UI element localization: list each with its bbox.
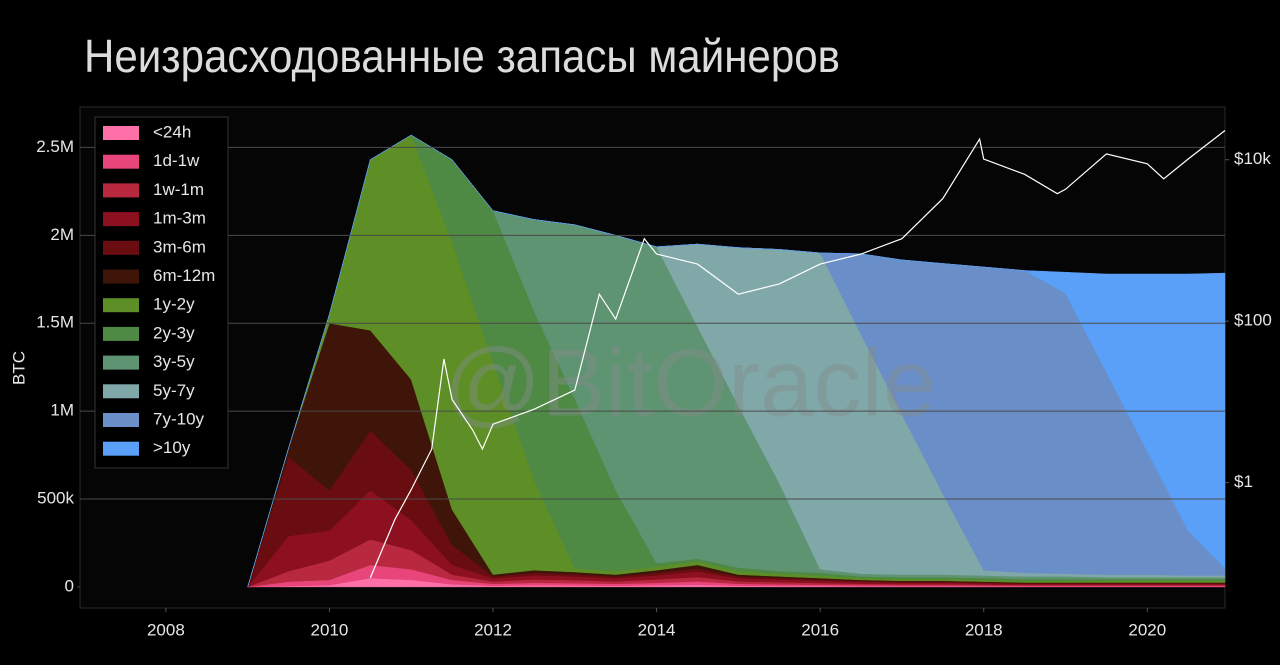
y-tick-label: 1M — [50, 401, 74, 420]
y2-tick-label: $10k — [1234, 149, 1271, 168]
legend-label: 1w-1m — [153, 180, 204, 199]
legend-label: 2y-3y — [153, 323, 195, 342]
legend-label: 3y-5y — [153, 352, 195, 371]
legend-swatch — [103, 441, 139, 456]
x-tick-label: 2008 — [147, 620, 185, 639]
chart-title: Неизрасходованные запасы майнеров — [84, 30, 840, 82]
legend-label: 3m-6m — [153, 237, 206, 256]
legend-swatch — [103, 326, 139, 341]
legend — [94, 116, 229, 469]
y-tick-label: 2.5M — [36, 137, 74, 156]
legend-label: 1d-1w — [153, 151, 200, 170]
legend-swatch — [103, 154, 139, 169]
x-tick-label: 2014 — [638, 620, 676, 639]
legend-label: 1y-2y — [153, 295, 195, 314]
legend-swatch — [103, 212, 139, 227]
legend-swatch — [103, 126, 139, 140]
legend-label: 7y-10y — [153, 409, 205, 428]
legend-label: >10y — [153, 438, 191, 457]
legend-swatch — [103, 269, 139, 284]
legend-swatch — [103, 355, 139, 370]
legend-label: <24h — [153, 122, 191, 141]
legend-swatch — [103, 413, 139, 427]
y2-tick-label: $100 — [1234, 311, 1272, 330]
y-tick-label: 1.5M — [36, 313, 74, 332]
legend-swatch — [103, 183, 139, 198]
legend-swatch — [103, 384, 139, 399]
y-tick-label: 0 — [65, 576, 74, 595]
y2-tick-label: $1 — [1234, 472, 1253, 491]
x-tick-label: 2012 — [474, 620, 512, 639]
x-tick-label: 2010 — [311, 620, 349, 639]
x-tick-label: 2020 — [1128, 620, 1166, 639]
price-line — [369, 130, 1226, 579]
x-tick-label: 2016 — [801, 620, 839, 639]
watermark: @BitOracle — [444, 329, 936, 436]
y-tick-label: 500k — [37, 488, 74, 507]
y-axis-label: BTC — [9, 351, 28, 385]
area — [247, 134, 1226, 587]
legend-label: 1m-3m — [153, 209, 206, 228]
legend-swatch — [103, 298, 139, 313]
x-tick-label: 2018 — [965, 620, 1003, 639]
y-tick-label: 2M — [50, 225, 74, 244]
legend-label: 6m-12m — [153, 266, 215, 285]
legend-swatch — [103, 240, 139, 255]
legend-label: 5y-7y — [153, 381, 195, 400]
